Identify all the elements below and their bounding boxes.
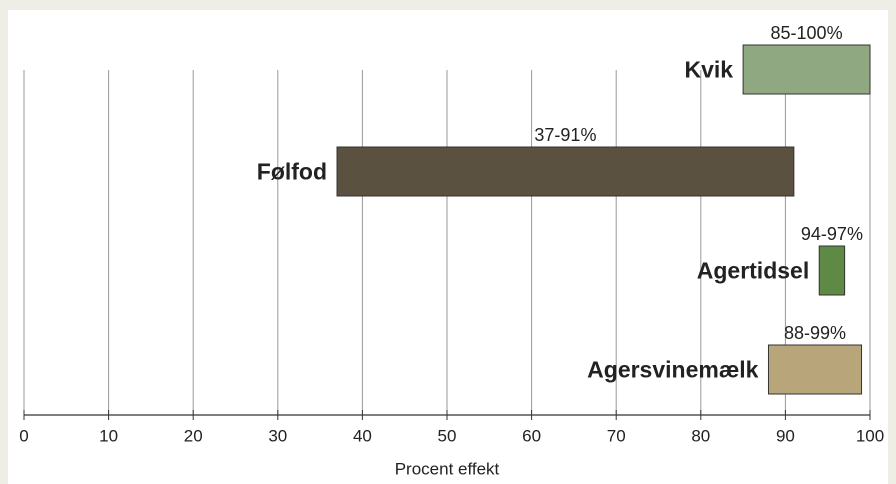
- x-tick-label: 40: [353, 426, 372, 445]
- category-label: Agersvinemælk: [587, 357, 759, 383]
- value-label: 85-100%: [771, 23, 843, 43]
- x-tick-label: 60: [522, 426, 541, 445]
- chart-panel: [8, 10, 888, 484]
- x-tick-label: 100: [856, 426, 884, 445]
- x-tick-label: 0: [19, 426, 28, 445]
- x-axis-title: Procent effekt: [395, 459, 500, 478]
- range-bar: [818, 245, 846, 296]
- range-bar: [742, 44, 871, 95]
- x-tick-label: 80: [691, 426, 710, 445]
- category-label: Agertidsel: [697, 258, 809, 284]
- value-label: 94-97%: [801, 224, 863, 244]
- x-tick-label: 50: [438, 426, 457, 445]
- x-tick-label: 30: [268, 426, 287, 445]
- category-label: Følfod: [257, 159, 327, 185]
- x-tick-label: 70: [607, 426, 626, 445]
- range-bar: [336, 146, 795, 197]
- category-label: Kvik: [685, 57, 734, 83]
- value-label: 88-99%: [784, 323, 846, 343]
- value-label: 37-91%: [534, 125, 596, 145]
- x-tick-label: 20: [184, 426, 203, 445]
- x-tick-label: 90: [776, 426, 795, 445]
- range-bar: [767, 344, 863, 395]
- x-tick-label: 10: [99, 426, 118, 445]
